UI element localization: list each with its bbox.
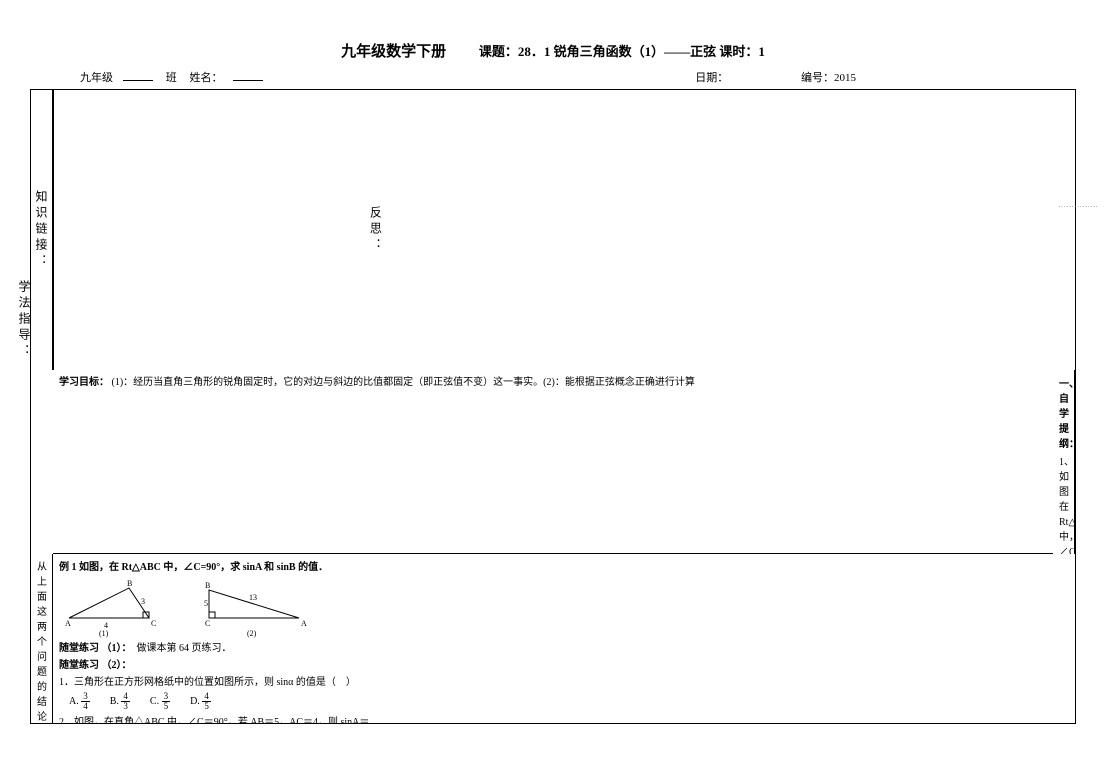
choice: A. 34 (69, 692, 90, 711)
h1: 一、自学提纲： (1059, 377, 1068, 452)
svg-text:3: 3 (141, 597, 145, 606)
cc: C. (150, 695, 159, 706)
svg-text:A: A (65, 619, 71, 628)
ex1: 例 1 如图，在 Rt△ABC 中，∠C=90°，求 sinA 和 sinB 的… (59, 560, 380, 575)
main-grid: 知识链接： 学法指导： 学习目标： (1)：经历当直角三角形的锐角固定时，它的对… (30, 89, 1076, 724)
side-dots: …………… (1058, 200, 1098, 209)
svg-text:C: C (205, 619, 210, 628)
svg-text:(2): (2) (247, 629, 257, 638)
vlabel-text2: 学法指导： (16, 280, 33, 360)
choice: B. 43 (110, 692, 130, 711)
svg-text:B: B (127, 579, 132, 588)
pr2: 随堂练习 （2）： (59, 658, 380, 673)
pr1t: 做课本第 64 页练习． (137, 643, 232, 654)
class-label: 班 (166, 72, 177, 84)
ca: A. (69, 695, 79, 706)
blank (123, 69, 153, 81)
intro: 从上面这两个问题的结论中可知，在一个 Rt△ABC 中， ∠C=90°，当∠A=… (37, 560, 46, 724)
objective-text: (1)：经历当直角三角形的锐角固定时，它的对边与斜边的比值都固定（即正弦值不变）… (112, 377, 695, 388)
intro1: 从上面这两个问题的结论中可知，在一个 Rt△ABC 中， (37, 562, 53, 724)
svg-text:(1): (1) (99, 629, 109, 638)
blank (233, 69, 263, 81)
column-3: 例 1 如图，在 Rt△ABC 中，∠C=90°，求 sinA 和 sinB 的… (53, 554, 386, 724)
column-1: 一、自学提纲： 1、如图在 Rt△ABC 中，∠C=90°，∠A=30°，BC=… (1053, 370, 1075, 554)
pr1l: 随堂练习 （1）： (59, 643, 127, 654)
cb: B. (110, 695, 119, 706)
example-triangles-icon: ACB 43 (1) CAB 135 (2) (59, 578, 319, 638)
p1: 1、如图在 Rt△ABC 中，∠C=90°，∠A=30°，BC=10m，求 AB (1059, 455, 1068, 554)
serial-label: 编号：2015 (801, 72, 856, 84)
svg-text:5: 5 (204, 599, 208, 608)
grade-label: 九年级 (80, 72, 113, 84)
q2: 2．如图，在直角△ABC 中，∠C＝90°，若 AB＝5，AC＝4，则 sinA… (59, 715, 380, 724)
svg-text:B: B (205, 581, 210, 590)
choice: C. 35 (150, 692, 170, 711)
q1: 1．三角形在正方形网格纸中的位置如图所示，则 sinα 的值是（ ） (59, 675, 380, 690)
left-vlabel: 知识链接： 学法指导： (31, 90, 53, 370)
info-row: 九年级 班 姓名： 日期： 编号：2015 (30, 69, 1076, 85)
main-title: 九年级数学下册 (341, 40, 446, 61)
q1-choices: A. 34 B. 43 C. 35 D. 45 (69, 692, 380, 711)
name-label: 姓名： (190, 72, 223, 84)
date-label: 日期： (695, 72, 728, 84)
svg-text:13: 13 (249, 593, 257, 602)
worksheet-page: 九年级数学下册 课题：28．1 锐角三角函数（1）——正弦 课时：1 九年级 班… (0, 0, 1106, 765)
title-row: 九年级数学下册 课题：28．1 锐角三角函数（1）——正弦 课时：1 (30, 40, 1076, 61)
choice: D. 45 (190, 692, 211, 711)
cd: D. (190, 695, 200, 706)
svg-text:A: A (301, 619, 307, 628)
right-vlabel: 反思： (53, 90, 386, 370)
vlabel-text: 知识链接： (33, 100, 50, 360)
objective-label: 学习目标： (59, 377, 109, 388)
pr1: 随堂练习 （1）： 做课本第 64 页练习． (59, 641, 380, 656)
topic-title: 课题：28．1 锐角三角函数（1）——正弦 课时：1 (479, 41, 765, 60)
objective-row: 学习目标： (1)：经历当直角三角形的锐角固定时，它的对边与斜边的比值都固定（即… (53, 370, 1053, 554)
column-2: 从上面这两个问题的结论中可知，在一个 Rt△ABC 中， ∠C=90°，当∠A=… (31, 554, 53, 724)
svg-text:C: C (151, 619, 156, 628)
